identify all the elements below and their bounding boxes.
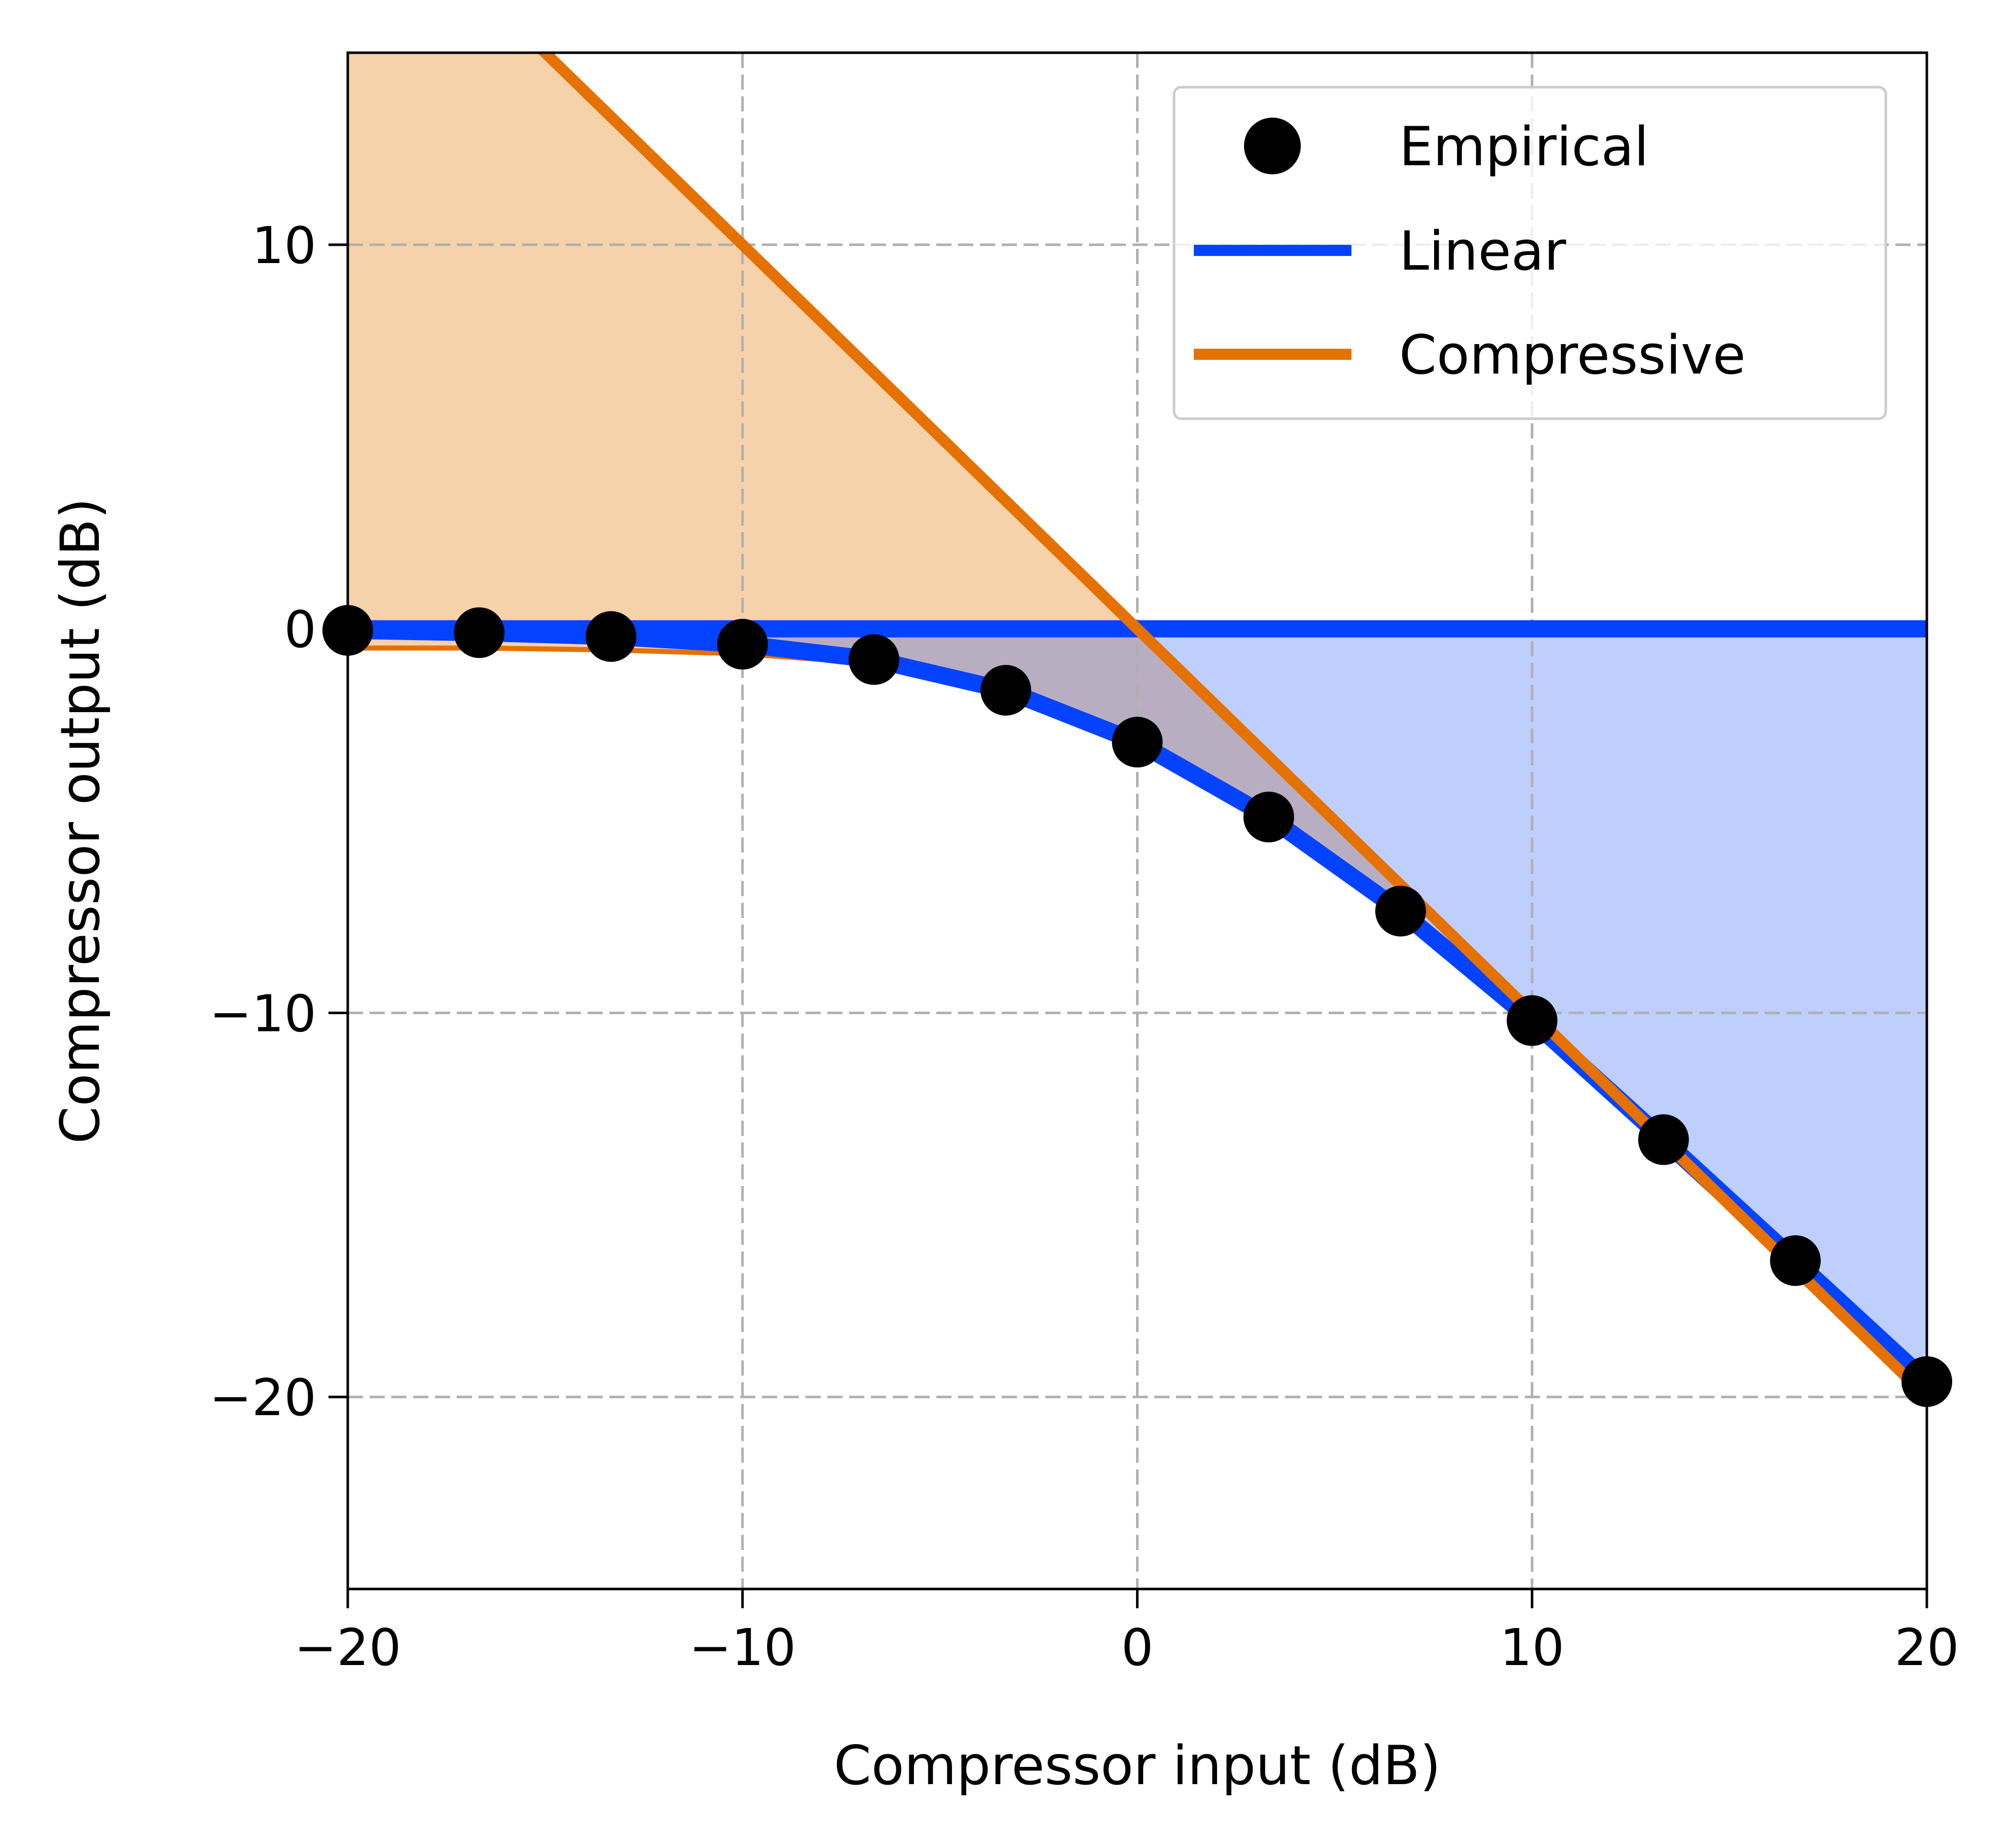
x-tick-label: 10 <box>1500 1618 1564 1677</box>
legend-label-linear: Linear <box>1399 220 1566 282</box>
y-tick-label: 10 <box>252 216 316 275</box>
empirical-point <box>1375 885 1426 937</box>
empirical-point <box>849 634 900 685</box>
x-tick-label: −10 <box>689 1618 796 1677</box>
y-axis-label: Compressor output (dB) <box>49 498 112 1143</box>
y-tick-label: −20 <box>209 1368 316 1427</box>
empirical-point <box>1243 791 1294 842</box>
empirical-point <box>1770 1235 1821 1286</box>
x-tick-label: 0 <box>1121 1618 1154 1677</box>
legend-label-compressive: Compressive <box>1399 324 1746 386</box>
x-tick-label: −20 <box>294 1618 401 1677</box>
x-tick-label: 20 <box>1894 1618 1959 1677</box>
axis-ticks: −20 −10 0 10 20 −20 −10 0 10 <box>209 216 1959 1677</box>
legend: Empirical Linear Compressive <box>1173 86 1887 420</box>
empirical-point <box>1507 995 1558 1046</box>
fill-regions <box>348 53 1927 1382</box>
legend-label-empirical: Empirical <box>1399 116 1649 178</box>
empirical-point <box>454 607 505 658</box>
y-tick-label: −10 <box>209 984 316 1043</box>
empirical-point <box>980 664 1032 716</box>
x-axis-label: Compressor input (dB) <box>834 1734 1441 1797</box>
y-tick-label: 0 <box>284 600 316 659</box>
empirical-point <box>586 611 637 662</box>
empirical-point <box>717 618 768 670</box>
overlap-fill-region <box>742 629 1401 911</box>
compressive-fill-region <box>348 53 1138 743</box>
legend-empirical-marker <box>1244 118 1301 174</box>
empirical-point <box>1112 717 1163 768</box>
empirical-point <box>1638 1114 1689 1165</box>
empirical-markers <box>322 605 1952 1407</box>
linear-fill-region <box>742 629 1927 1382</box>
legend-box <box>1173 86 1887 420</box>
